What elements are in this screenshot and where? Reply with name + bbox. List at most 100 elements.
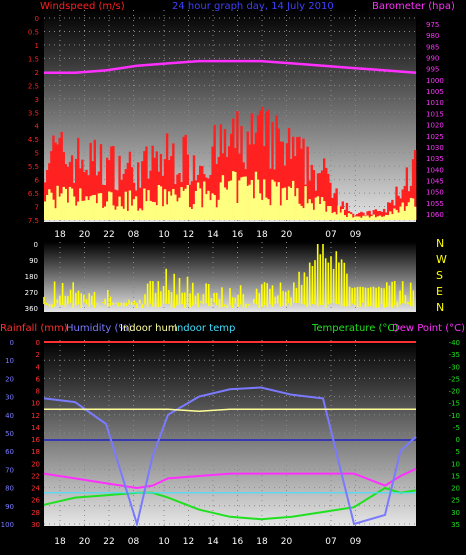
barometer-line bbox=[44, 59, 417, 75]
windspeed-bar bbox=[99, 144, 103, 220]
gust-bar bbox=[110, 192, 113, 220]
time-tick-label: 10 bbox=[158, 230, 170, 240]
temperature-tick-label: -20 bbox=[449, 388, 460, 396]
direction-axis-ticks: 0 90 180 270 360 bbox=[25, 241, 38, 313]
gust-bar bbox=[64, 188, 68, 220]
humidity-tick-label: 0 bbox=[10, 339, 14, 347]
humidity-tick-label: 100 bbox=[1, 521, 14, 529]
windspeed-bar bbox=[368, 210, 371, 220]
gust-bar bbox=[397, 212, 400, 220]
gust-bar bbox=[178, 197, 181, 220]
gust-bar bbox=[403, 210, 406, 220]
humidity-tick-label: 90 bbox=[5, 503, 14, 511]
gust-bar bbox=[153, 202, 156, 220]
barometer-tick-label: 985 bbox=[426, 43, 439, 51]
windspeed-bar bbox=[327, 173, 330, 220]
rainfall-tick-label: 30 bbox=[31, 521, 40, 529]
gust-bar bbox=[83, 200, 86, 220]
windspeed-bar bbox=[190, 181, 194, 220]
gust-bar bbox=[44, 201, 47, 220]
gust-bar bbox=[263, 179, 266, 220]
windspeed-bar bbox=[236, 111, 239, 220]
rainfall-tick-label: 2 bbox=[36, 351, 40, 359]
gust-bar bbox=[339, 212, 342, 220]
windspeed-bar bbox=[281, 141, 285, 220]
time-tick-label: 18 bbox=[256, 230, 268, 240]
barometer-tick-label: 995 bbox=[426, 66, 439, 74]
windspeed-tick-label: 4.5 bbox=[28, 136, 39, 144]
windspeed-bar bbox=[306, 146, 309, 220]
gust-bar bbox=[176, 201, 179, 220]
gust-bar bbox=[209, 200, 212, 220]
windspeed-bar bbox=[351, 213, 355, 220]
gust-bar bbox=[329, 206, 332, 220]
gust-bar bbox=[362, 215, 365, 220]
windspeed-bar bbox=[155, 151, 158, 220]
windspeed-bar bbox=[161, 175, 165, 220]
barometer-tick-label: 1060 bbox=[426, 211, 444, 219]
gust-bar bbox=[370, 216, 373, 220]
gust-bar bbox=[72, 196, 76, 220]
chart-title: 24 hour graph day, 14 July 2010 bbox=[172, 1, 334, 12]
time-tick-label: 18 bbox=[256, 537, 268, 547]
gust-bar bbox=[213, 195, 216, 220]
windspeed-bar bbox=[325, 167, 328, 220]
windspeed-bar bbox=[170, 156, 173, 220]
gust-bar bbox=[234, 172, 237, 220]
gust-bar bbox=[75, 205, 78, 220]
gust-bar bbox=[223, 187, 227, 220]
gust-bar bbox=[203, 181, 206, 220]
humidity-tick-label: 20 bbox=[5, 375, 14, 383]
gust-bar bbox=[151, 201, 154, 220]
windspeed-bar bbox=[256, 115, 260, 220]
gust-bar bbox=[172, 189, 175, 220]
humidity-tick-label: 50 bbox=[5, 430, 14, 438]
time-tick-label: 20 bbox=[281, 537, 293, 547]
windspeed-tick-label: 2 bbox=[35, 69, 39, 77]
windspeed-bar bbox=[395, 186, 398, 220]
temperature-tick-label: 30 bbox=[451, 509, 460, 517]
rainfall-tick-label: 10 bbox=[31, 400, 40, 408]
gust-bar bbox=[380, 216, 384, 220]
gust-bar bbox=[356, 216, 359, 220]
windspeed-bar bbox=[246, 131, 249, 220]
windspeed-bar bbox=[188, 184, 192, 220]
windspeed-bar bbox=[172, 143, 175, 220]
gust-bar bbox=[101, 207, 105, 220]
rainfall-tick-label: 26 bbox=[31, 497, 40, 505]
windspeed-bar bbox=[232, 118, 235, 220]
temperature-tick-label: -5 bbox=[453, 424, 460, 432]
windspeed-bar bbox=[87, 175, 90, 220]
gust-bar bbox=[145, 201, 148, 220]
gust-bar bbox=[232, 171, 235, 220]
windspeed-bar bbox=[211, 146, 214, 220]
temperature-tick-label: 5 bbox=[456, 448, 460, 456]
temperature-tick-label: 20 bbox=[451, 485, 460, 493]
gust-bar bbox=[199, 188, 202, 220]
gust-bar bbox=[387, 215, 390, 220]
windspeed-bar bbox=[110, 146, 113, 220]
direction-tick-label: 180 bbox=[25, 273, 38, 281]
gust-bar bbox=[128, 190, 132, 220]
gust-bar bbox=[54, 208, 57, 220]
windspeed-bar bbox=[75, 158, 78, 220]
windspeed-bar bbox=[151, 145, 154, 220]
gust-bar bbox=[180, 187, 183, 220]
windspeed-bar bbox=[378, 211, 382, 220]
windspeed-bar bbox=[271, 122, 274, 220]
gust-bar bbox=[294, 196, 297, 220]
windspeed-bar bbox=[103, 185, 107, 220]
windspeed-bar bbox=[56, 144, 59, 220]
rainfall-tick-label: 20 bbox=[31, 460, 40, 468]
gust-bar bbox=[261, 199, 264, 220]
windspeed-tick-label: 1 bbox=[35, 42, 39, 50]
windspeed-bar bbox=[106, 157, 109, 220]
windspeed-bar bbox=[358, 212, 361, 220]
gust-bar bbox=[170, 195, 173, 220]
barometer-tick-label: 1015 bbox=[426, 110, 444, 118]
windspeed-bar bbox=[413, 150, 417, 220]
humidity-tick-label: 40 bbox=[5, 412, 14, 420]
windspeed-tick-label: 6 bbox=[35, 177, 40, 185]
